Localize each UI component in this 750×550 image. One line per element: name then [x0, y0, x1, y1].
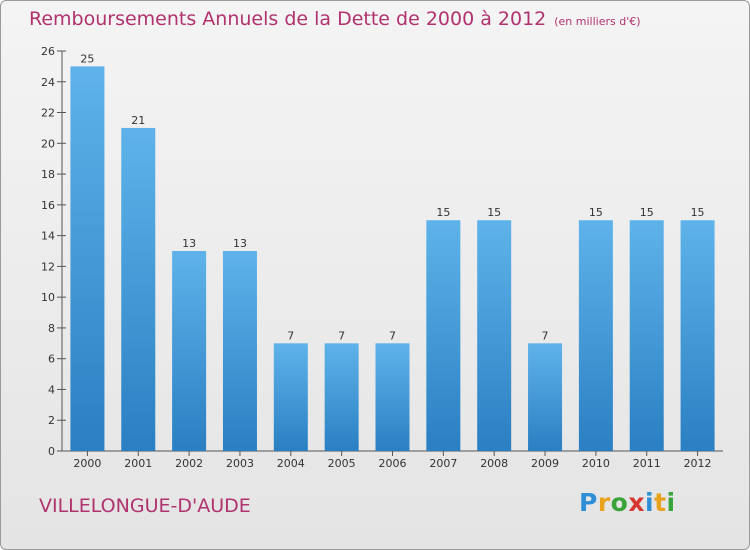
chart-title-unit: (en milliers d'€) [554, 15, 641, 28]
y-tick-label: 6 [48, 353, 55, 366]
commune-name: VILLELONGUE-D'AUDE [39, 495, 251, 517]
bar-value-label: 15 [487, 206, 501, 219]
bar [680, 220, 715, 451]
logo-letter: t [654, 488, 667, 517]
x-tick-label: 2001 [124, 457, 152, 470]
x-tick-label: 2000 [73, 457, 101, 470]
x-tick-label: 2005 [328, 457, 356, 470]
logo-letter: P [579, 488, 598, 517]
logo-letter: i [666, 488, 676, 517]
bar-value-label: 15 [436, 206, 450, 219]
bar-value-label: 13 [233, 237, 247, 250]
x-tick-label: 2006 [379, 457, 407, 470]
bar [426, 220, 461, 451]
bar-value-label: 21 [131, 114, 145, 127]
x-tick-label: 2002 [175, 457, 203, 470]
x-tick-label: 2011 [633, 457, 661, 470]
bar [477, 220, 512, 451]
bar [172, 251, 207, 451]
x-tick-label: 2007 [429, 457, 457, 470]
bar [222, 251, 257, 451]
bar [121, 127, 156, 451]
bar [375, 343, 410, 451]
bar [324, 343, 359, 451]
logo-letter: x [628, 488, 645, 517]
bar-value-label: 15 [691, 206, 705, 219]
y-tick-label: 10 [41, 291, 55, 304]
y-tick-label: 18 [41, 168, 55, 181]
bar-value-label: 7 [389, 329, 396, 342]
bar-value-label: 15 [589, 206, 603, 219]
logo-letter: r [597, 488, 611, 517]
bar [578, 220, 613, 451]
x-tick-label: 2003 [226, 457, 254, 470]
y-tick-label: 2 [48, 414, 55, 427]
x-tick-label: 2004 [277, 457, 305, 470]
logo-letter: o [610, 488, 629, 517]
bar-value-label: 7 [287, 329, 294, 342]
y-tick-label: 0 [48, 445, 55, 458]
x-tick-label: 2008 [480, 457, 508, 470]
y-tick-label: 16 [41, 199, 55, 212]
bar-value-label: 7 [338, 329, 345, 342]
x-tick-label: 2009 [531, 457, 559, 470]
bar-value-label: 15 [640, 206, 654, 219]
bar-value-label: 7 [542, 329, 549, 342]
x-tick-label: 2010 [582, 457, 610, 470]
bar-value-label: 13 [182, 237, 196, 250]
proxiti-logo: Proxiti [579, 488, 676, 517]
y-tick-label: 26 [41, 45, 55, 58]
x-tick-label: 2012 [684, 457, 712, 470]
logo-letter: i [645, 488, 655, 517]
bar [273, 343, 308, 451]
y-tick-label: 24 [41, 76, 55, 89]
bar [70, 66, 105, 451]
y-tick-label: 14 [41, 230, 55, 243]
bar [629, 220, 664, 451]
y-tick-label: 8 [48, 322, 55, 335]
y-tick-label: 22 [41, 107, 55, 120]
bar-value-label: 25 [80, 52, 94, 65]
y-tick-label: 4 [48, 383, 55, 396]
chart-title-main: Remboursements Annuels de la Dette de 20… [29, 8, 547, 30]
chart-title: Remboursements Annuels de la Dette de 20… [29, 8, 641, 30]
y-tick-label: 20 [41, 137, 55, 150]
bar [528, 343, 563, 451]
y-tick-label: 12 [41, 260, 55, 273]
